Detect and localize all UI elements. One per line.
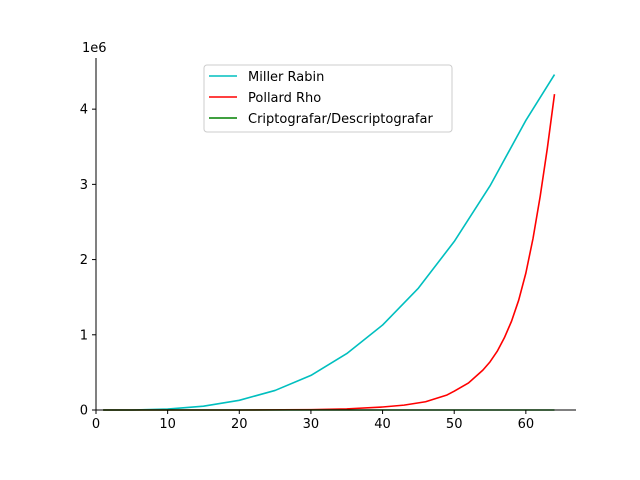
y-tick-label: 2 — [80, 253, 88, 268]
legend-frame — [203, 64, 453, 133]
y-scale-label: 1e6 — [82, 41, 107, 56]
x-tick-label: 40 — [374, 417, 391, 432]
x-tick-label: 0 — [92, 417, 100, 432]
x-tick-label: 50 — [446, 417, 463, 432]
series-line-1 — [103, 93, 556, 411]
x-tick-label: 60 — [518, 417, 535, 432]
x-tick-label: 30 — [303, 417, 320, 432]
y-tick-label: 0 — [80, 404, 88, 419]
legend-label: Pollard Rho — [248, 91, 321, 106]
legend-label: Criptografar/Descriptografar — [248, 112, 433, 127]
legend-label: Miller Rabin — [248, 70, 324, 85]
legend: Miller Rabin Pollard Rho Criptografar/Desc… — [203, 64, 453, 133]
series-line-0 — [103, 74, 556, 411]
x-tick-label: 20 — [231, 417, 248, 432]
x-tick-label: 10 — [159, 417, 176, 432]
y-tick-label: 4 — [80, 103, 88, 118]
y-axis-ticks: 0 1 2 3 4 — [80, 103, 96, 419]
x-axis-ticks: 0 10 20 30 40 50 60 — [92, 410, 534, 432]
y-tick-label: 1 — [80, 328, 88, 343]
y-tick-label: 3 — [80, 178, 88, 193]
